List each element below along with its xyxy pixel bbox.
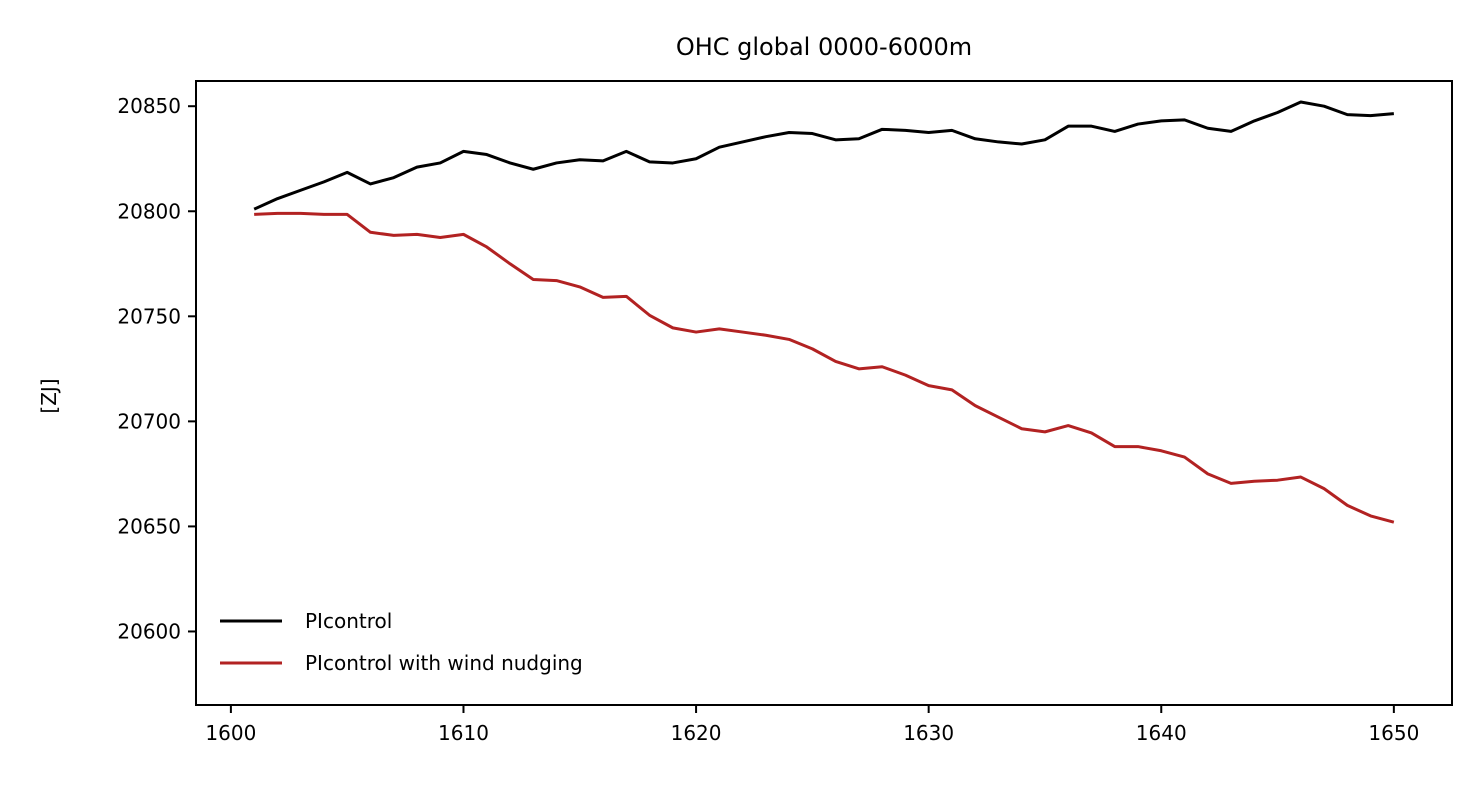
- x-tick-label: 1610: [438, 721, 489, 745]
- y-tick-label: 20600: [117, 619, 181, 643]
- chart-title: OHC global 0000-6000m: [676, 33, 972, 61]
- legend-label-1: PIcontrol: [305, 609, 392, 633]
- y-tick-label: 20850: [117, 94, 181, 118]
- legend-label-2: PIcontrol with wind nudging: [305, 651, 583, 675]
- series-line-1: [253, 100, 1394, 211]
- x-tick-label: 1620: [671, 721, 722, 745]
- series-layer: [253, 100, 1395, 524]
- y-tick-label: 20650: [117, 514, 181, 538]
- x-tick-label: 1630: [903, 721, 954, 745]
- y-tick-label: 20700: [117, 409, 181, 433]
- y-axis: 20600 20650 20700 20750 20800 20850: [117, 94, 196, 643]
- y-tick-label: 20800: [117, 199, 181, 223]
- y-axis-title: [ZJ]: [37, 378, 61, 413]
- x-tick-label: 1600: [205, 721, 256, 745]
- series-line-2: [254, 211, 1395, 524]
- x-tick-label: 1640: [1136, 721, 1187, 745]
- plot-frame: [195, 80, 1453, 706]
- legend: PIcontrol PIcontrol with wind nudging: [220, 609, 583, 675]
- y-tick-label: 20750: [117, 304, 181, 328]
- x-axis: 1600 1610 1620 1630 1640 1650: [205, 705, 1419, 745]
- x-tick-label: 1650: [1368, 721, 1419, 745]
